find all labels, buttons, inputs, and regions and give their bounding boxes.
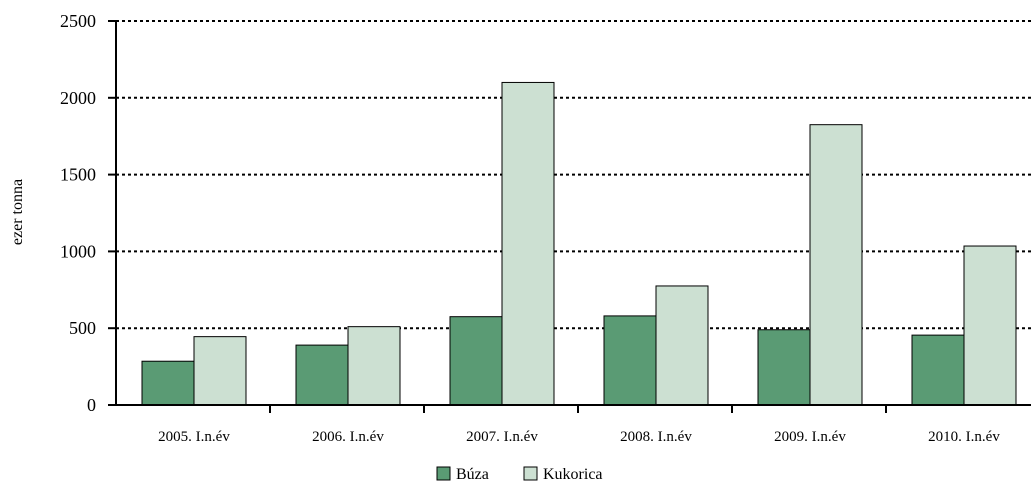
bar-buza (449, 316, 503, 406)
x-tick-label: 2010. I.n.év (928, 429, 1000, 445)
bar-buza (141, 360, 195, 406)
x-axis-ticks: 2005. I.n.év 2006. I.n.év 2007. I.n.év 2008… (158, 405, 1000, 445)
y-axis-label: ezer tonna (9, 179, 26, 245)
y-tick-label: 1000 (60, 241, 96, 261)
y-tick-label: 0 (87, 395, 96, 415)
bar-buza (757, 329, 811, 406)
gridlines (116, 20, 1031, 330)
bar-kukorica (501, 81, 555, 406)
bar-kukorica (193, 336, 247, 406)
y-tick-label: 1500 (60, 165, 96, 185)
legend: Búza Kukorica (436, 466, 603, 483)
x-tick-label: 2005. I.n.év (158, 429, 230, 445)
legend-label: Búza (456, 466, 489, 483)
legend-swatch (436, 466, 451, 481)
bar-kukorica (655, 285, 709, 406)
bar-buza (603, 315, 657, 406)
axes (108, 20, 1031, 406)
x-tick-label: 2008. I.n.év (620, 429, 692, 445)
y-tick-label: 2000 (60, 88, 96, 108)
y-axis-ticks: 0 500 1000 1500 2000 2500 (60, 11, 116, 415)
bar-kukorica (809, 124, 863, 406)
y-tick-label: 500 (69, 318, 96, 338)
bars (141, 81, 1017, 406)
legend-swatch (523, 466, 538, 481)
bar-kukorica (963, 245, 1017, 406)
y-tick-label: 2500 (60, 11, 96, 31)
bar-kukorica (347, 326, 401, 406)
x-tick-label: 2009. I.n.év (774, 429, 846, 445)
x-tick-label: 2007. I.n.év (466, 429, 538, 445)
x-tick-label: 2006. I.n.év (312, 429, 384, 445)
bar-buza (295, 344, 349, 406)
legend-label: Kukorica (543, 466, 603, 483)
bar-buza (911, 334, 965, 406)
